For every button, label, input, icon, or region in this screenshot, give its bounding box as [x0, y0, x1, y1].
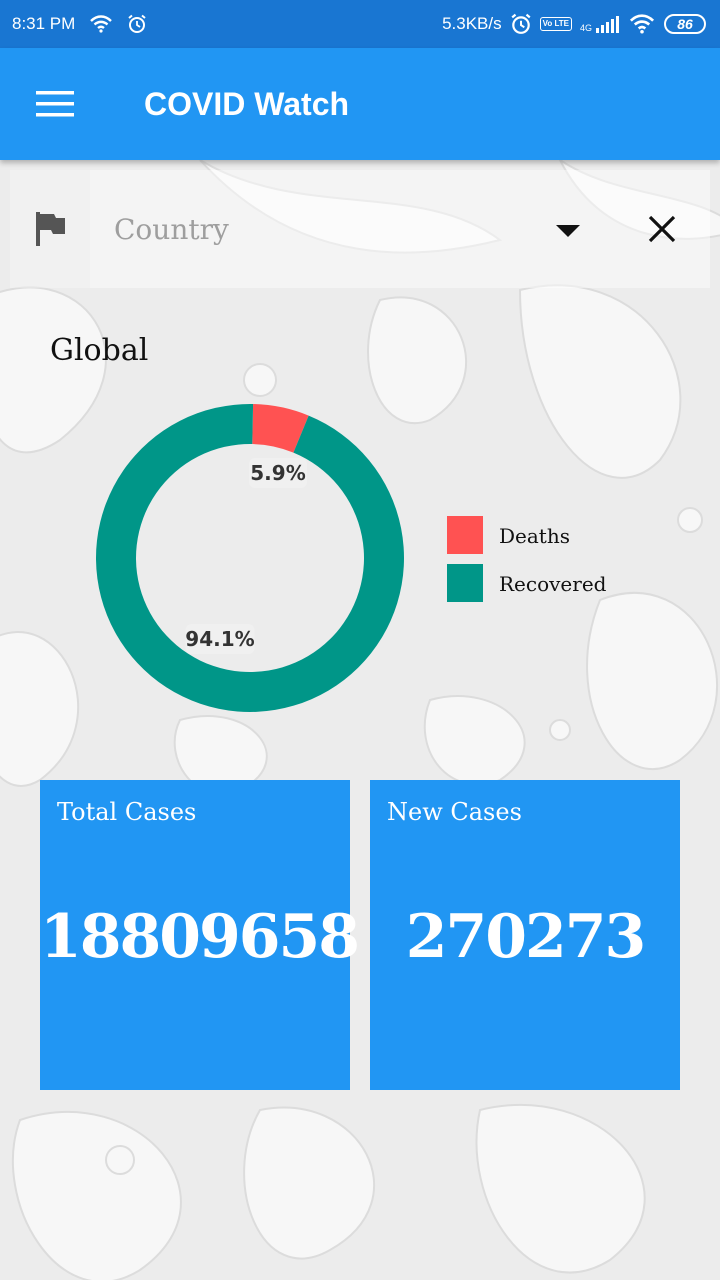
- legend-swatch-recovered: [447, 564, 483, 602]
- volte-icon: Vo LTE: [539, 17, 572, 31]
- total-cases-card: Total Cases 18809658: [40, 780, 360, 1090]
- close-icon: [648, 215, 676, 243]
- menu-button[interactable]: [0, 48, 110, 160]
- flag-container: [10, 170, 90, 288]
- status-time: 8:31 PM: [12, 14, 76, 33]
- legend-label-deaths: Deaths: [499, 524, 570, 548]
- network-type: 4G: [579, 23, 592, 33]
- slice-label-recovered: 94.1%: [185, 627, 254, 651]
- country-placeholder: Country: [114, 212, 229, 246]
- network-speed: 5.3KB/s: [442, 14, 502, 33]
- app-title: COVID Watch: [144, 85, 350, 122]
- legend-label-recovered: Recovered: [499, 572, 607, 596]
- donut-slice-deaths: [252, 404, 309, 453]
- slice-label-bg: [185, 624, 255, 654]
- slice-label-deaths: 5.9%: [250, 461, 305, 485]
- country-selector-row: Country: [10, 170, 710, 288]
- alarm-icon: [511, 13, 531, 34]
- new-cases-label: New Cases: [387, 798, 522, 826]
- new-cases-card: New Cases 270273: [370, 780, 680, 1090]
- flag-icon: [36, 212, 65, 246]
- alarm-icon: [128, 14, 146, 33]
- signal-icon: [596, 16, 619, 33]
- donut-slice-recovered: [95, 404, 404, 712]
- total-cases-value: 18809658: [40, 902, 360, 972]
- clear-button[interactable]: [614, 170, 710, 288]
- battery-level: 86: [677, 16, 693, 32]
- country-dropdown[interactable]: Country: [90, 170, 614, 288]
- status-bar: 8:31 PM 5.3KB/s Vo LTE 4G: [0, 0, 720, 48]
- hamburger-menu-icon: [36, 91, 74, 117]
- region-label: Global: [50, 333, 149, 368]
- wifi-icon: [629, 14, 655, 34]
- donut-chart: 5.9% 94.1% Deaths Recovered: [95, 404, 607, 712]
- total-cases-label: Total Cases: [57, 798, 197, 826]
- new-cases-value: 270273: [405, 902, 647, 972]
- slice-label-bg: [249, 458, 307, 488]
- legend-swatch-deaths: [447, 516, 483, 554]
- battery-icon: 86: [664, 14, 706, 34]
- wifi-icon: [90, 15, 113, 33]
- dropdown-arrow-icon: [556, 225, 580, 237]
- app-bar: COVID Watch: [0, 48, 720, 160]
